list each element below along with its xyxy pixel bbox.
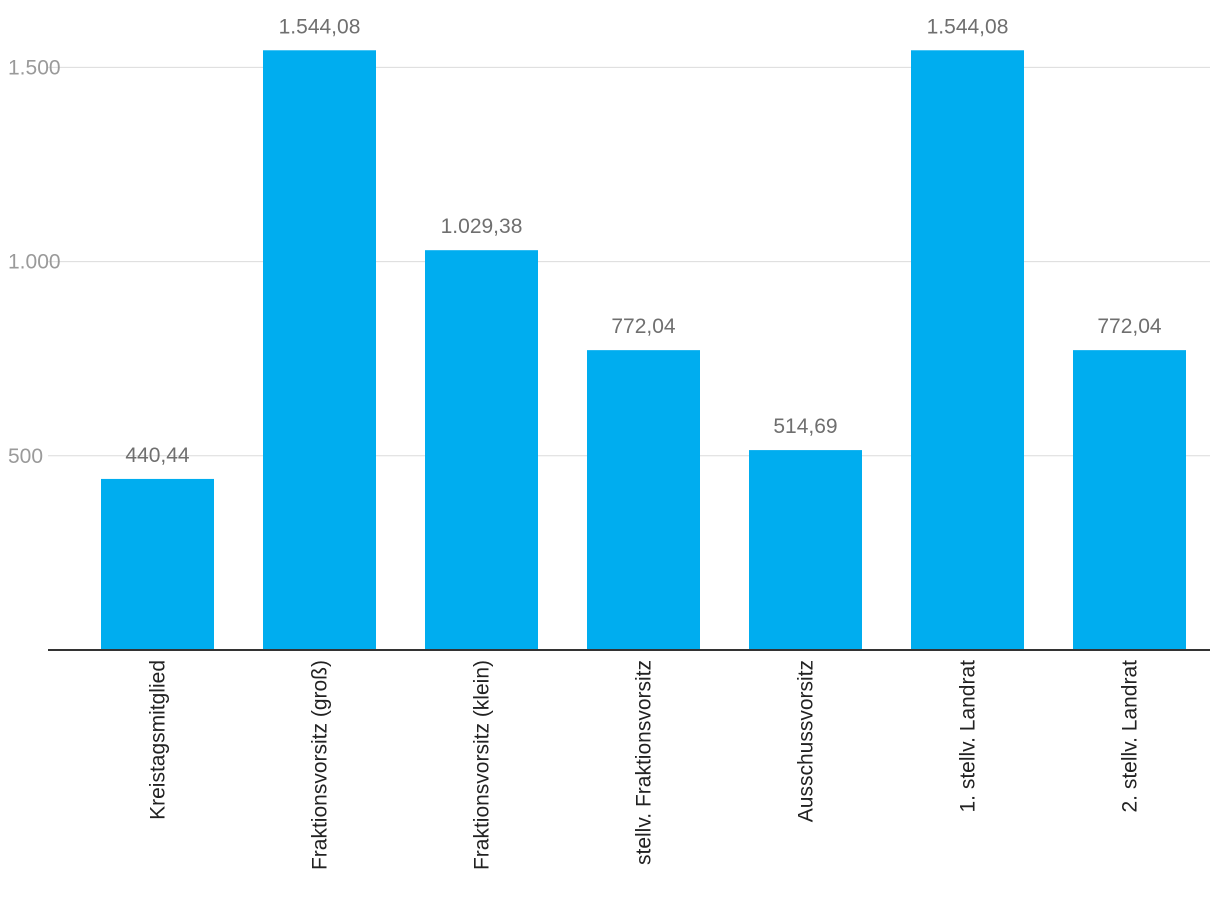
bar-value-label: 514,69 xyxy=(773,415,837,438)
x-tick-label: 2. stellv. Landrat xyxy=(1119,660,1142,813)
bar xyxy=(749,450,862,650)
bar xyxy=(425,250,538,650)
bar xyxy=(587,350,700,650)
y-tick-label: 1.500 xyxy=(8,56,61,79)
x-tick-label: Kreistagsmitglied xyxy=(147,660,170,820)
bar xyxy=(1073,350,1186,650)
bar-value-label: 1.544,08 xyxy=(927,15,1009,38)
bar-value-label: 1.029,38 xyxy=(441,215,523,238)
x-tick-label: Ausschussvorsitz xyxy=(795,660,818,822)
x-axis-category-labels: Kreistagsmitglied Fraktionsvorsitz (groß)… xyxy=(147,660,1142,870)
x-tick-label: Fraktionsvorsitz (groß) xyxy=(309,660,332,870)
bar xyxy=(911,50,1024,651)
y-tick-label: 1.000 xyxy=(8,251,61,274)
bar-value-label: 772,04 xyxy=(1097,315,1162,338)
bar-value-label: 440,44 xyxy=(125,444,190,467)
bar-value-labels: 440,44 1.544,08 1.029,38 772,04 514,69 1.544,… xyxy=(125,15,1162,467)
bar xyxy=(101,478,214,650)
x-tick-label: 1. stellv. Landrat xyxy=(957,660,980,813)
x-tick-label: Fraktionsvorsitz (klein) xyxy=(471,660,494,870)
y-tick-label: 500 xyxy=(8,445,43,468)
bars xyxy=(101,50,1186,651)
bar-value-label: 1.544,08 xyxy=(279,15,361,38)
x-tick-label: stellv. Fraktionsvorsitz xyxy=(633,660,656,865)
bar-value-label: 772,04 xyxy=(611,315,676,338)
y-axis-tick-labels: 500 1.000 1.500 xyxy=(8,56,61,467)
bar xyxy=(263,50,376,651)
